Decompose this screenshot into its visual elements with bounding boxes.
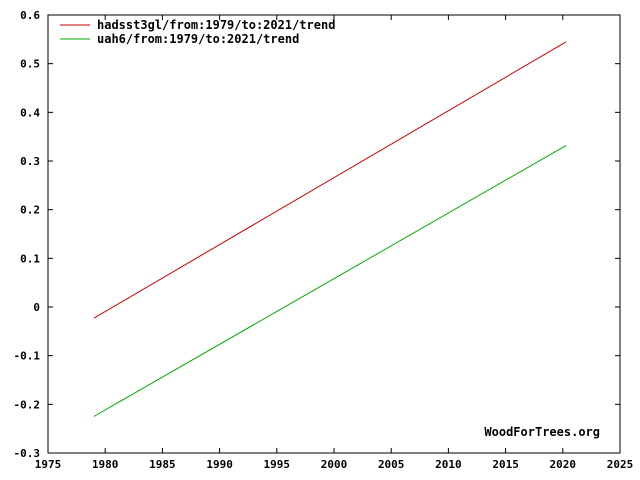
y-tick-label: 0.2	[20, 204, 40, 217]
y-tick-label: 0.5	[20, 58, 40, 71]
x-tick-label: 2000	[321, 458, 348, 471]
legend-label-1: uah6/from:1979/to:2021/trend	[97, 32, 299, 46]
x-tick-label: 2005	[378, 458, 405, 471]
x-tick-label: 2015	[492, 458, 519, 471]
series-line-0	[93, 41, 567, 319]
y-tick-label: -0.1	[14, 350, 41, 363]
y-tick-label: 0.3	[20, 155, 40, 168]
x-tick-label: 2025	[607, 458, 634, 471]
x-tick-label: 1980	[92, 458, 119, 471]
x-tick-label: 1985	[149, 458, 176, 471]
legend-label-0: hadsst3gl/from:1979/to:2021/trend	[97, 18, 335, 32]
y-tick-label: 0.4	[20, 106, 40, 119]
plot-area	[93, 41, 567, 417]
x-tick-label: 1990	[206, 458, 233, 471]
axes: 1975 1980 1985 1990 1995 2000 2005 2010 2015 2020…	[14, 9, 634, 471]
x-tick-label: 2020	[550, 458, 577, 471]
x-tick-label: 1995	[264, 458, 291, 471]
y-tick-label: -0.3	[14, 447, 41, 460]
y-tick-label: 0.6	[20, 9, 40, 22]
y-tick-label: -0.2	[14, 398, 41, 411]
legend: hadsst3gl/from:1979/to:2021/trenduah6/fr…	[60, 18, 335, 46]
x-tick-label: 2010	[435, 458, 462, 471]
y-tick-label: 0	[33, 301, 40, 314]
x-tick-label: 1975	[35, 458, 62, 471]
series-line-1	[93, 144, 567, 417]
y-tick-label: 0.1	[20, 252, 40, 265]
credit-text: WoodForTrees.org	[484, 425, 600, 439]
